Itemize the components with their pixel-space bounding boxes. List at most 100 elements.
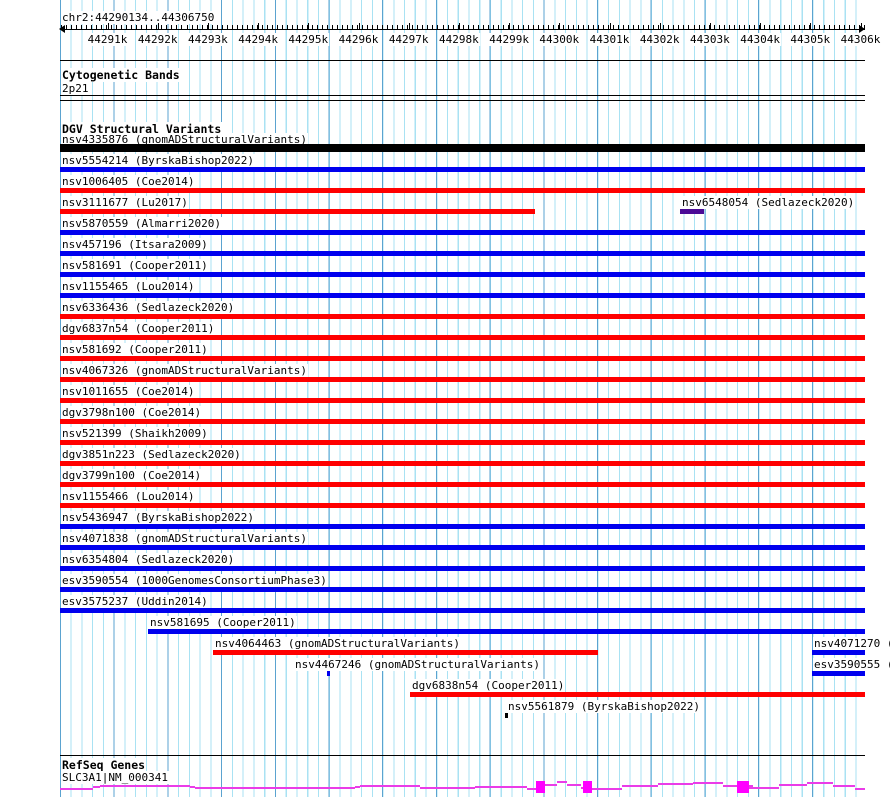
ruler-tick-minor	[779, 25, 780, 30]
ruler-tick-minor	[181, 25, 182, 30]
variant-label: dgv6838n54 (Cooper2011)	[411, 679, 566, 692]
variant-bar[interactable]	[812, 650, 865, 655]
variant-bar[interactable]	[60, 293, 865, 298]
ruler-tick-minor	[488, 25, 489, 30]
variant-label: esv3590555 (1000GenomesConsortiumPhase3)	[813, 658, 890, 671]
locus-label: chr2:44290134..44306750	[61, 11, 216, 24]
variant-label: nsv1155465 (Lou2014)	[61, 280, 196, 293]
variant-label: nsv4071838 (gnomADStructuralVariants)	[61, 532, 309, 545]
ruler-tick-minor	[222, 25, 223, 30]
ruler-tick-minor	[372, 25, 373, 30]
ruler-tick-minor	[151, 25, 152, 30]
gene-intron-line	[779, 784, 807, 786]
variant-bar[interactable]	[60, 167, 865, 172]
ruler-tick-label: 44300k	[538, 33, 581, 46]
ruler-tick-minor	[543, 25, 544, 30]
variant-bar[interactable]	[60, 440, 865, 445]
gene-intron-line	[100, 785, 190, 787]
variant-label: nsv4067326 (gnomADStructuralVariants)	[61, 364, 309, 377]
variant-bar[interactable]	[60, 251, 865, 256]
variant-bar[interactable]	[410, 692, 865, 697]
ruler-tick-minor	[362, 25, 363, 30]
variant-bar[interactable]	[60, 503, 865, 508]
variant-bar[interactable]	[60, 209, 535, 214]
variant-bar[interactable]	[60, 587, 865, 592]
ruler-tick-minor	[849, 25, 850, 30]
track-title-refseq: RefSeq Genes	[61, 758, 147, 772]
variant-bar[interactable]	[505, 713, 508, 718]
ruler-tick-minor	[688, 25, 689, 30]
variant-label: esv3590554 (1000GenomesConsortiumPhase3)	[61, 574, 328, 587]
ruler-tick-minor	[262, 25, 263, 30]
gene-intron-line	[545, 784, 557, 786]
gene-exon[interactable]	[737, 781, 749, 793]
ruler-tick-minor	[699, 25, 700, 30]
variant-bar[interactable]	[680, 209, 704, 214]
ruler-tick-minor	[613, 25, 614, 30]
variant-bar[interactable]	[60, 545, 865, 550]
variant-bar[interactable]	[213, 650, 598, 655]
ruler-tick-minor	[523, 25, 524, 30]
ruler-tick-minor	[734, 25, 735, 30]
ruler-tick-label: 44295k	[287, 33, 330, 46]
ruler-tick-label: 44298k	[438, 33, 480, 46]
ruler-tick-minor	[252, 25, 253, 30]
ruler-tick-minor	[387, 25, 388, 30]
ruler-tick-minor	[814, 25, 815, 30]
variant-bar[interactable]	[60, 524, 865, 529]
variant-bar[interactable]	[60, 566, 865, 571]
variant-bar[interactable]	[60, 335, 865, 340]
ruler-tick-minor	[568, 25, 569, 30]
ruler-tick-minor	[397, 25, 398, 30]
gene-intron-line	[475, 786, 527, 788]
ruler-tick-minor	[161, 25, 162, 30]
variant-bar[interactable]	[60, 356, 865, 361]
ruler-tick-minor	[704, 25, 705, 30]
ruler-tick-minor	[61, 25, 62, 30]
ruler-tick-label: 44302k	[638, 33, 681, 46]
variant-label: dgv3799n100 (Coe2014)	[61, 469, 203, 482]
ruler-tick-minor	[207, 25, 208, 30]
variant-label: nsv1011655 (Coe2014)	[61, 385, 196, 398]
variant-label: nsv4064463 (gnomADStructuralVariants)	[214, 637, 462, 650]
variant-bar[interactable]	[60, 230, 865, 235]
variant-bar[interactable]	[148, 629, 865, 634]
ruler-tick-minor	[86, 25, 87, 30]
ruler-tick-minor	[357, 25, 358, 30]
ruler-tick-minor	[437, 25, 438, 30]
gene-intron-line	[855, 788, 865, 790]
ruler-tick-minor	[448, 25, 449, 30]
ruler-tick-minor	[176, 25, 177, 30]
variant-bar[interactable]	[60, 272, 865, 277]
variant-bar[interactable]	[60, 461, 865, 466]
ruler-tick-major	[709, 23, 711, 30]
ruler-tick-minor	[764, 25, 765, 30]
variant-bar[interactable]	[60, 144, 865, 152]
variant-bar[interactable]	[60, 314, 865, 319]
variant-bar[interactable]	[812, 671, 865, 676]
ruler-tick-label: 44305k	[789, 33, 832, 46]
ruler-tick-minor	[242, 25, 243, 30]
variant-bar[interactable]	[327, 671, 330, 676]
gene-exon[interactable]	[536, 781, 545, 793]
ruler-tick-label: 44301k	[588, 33, 631, 46]
section-divider	[60, 100, 865, 101]
variant-bar[interactable]	[60, 482, 865, 487]
ruler-tick-minor	[76, 25, 77, 30]
ruler-tick-minor	[302, 25, 303, 30]
gene-exon[interactable]	[583, 781, 592, 793]
ruler-tick-minor	[212, 25, 213, 30]
variant-label: nsv581692 (Cooper2011)	[61, 343, 209, 356]
ruler-tick-label: 44297k	[387, 33, 430, 46]
ruler-tick-minor	[653, 25, 654, 30]
variant-bar[interactable]	[60, 398, 865, 403]
ruler-tick-minor	[192, 25, 193, 30]
ruler-tick-minor	[417, 25, 418, 30]
variant-bar[interactable]	[60, 188, 865, 193]
variant-bar[interactable]	[60, 377, 865, 382]
ruler-tick-minor	[392, 25, 393, 30]
ruler-tick-minor	[402, 25, 403, 30]
variant-bar[interactable]	[60, 419, 865, 424]
variant-bar[interactable]	[60, 608, 865, 613]
ruler-tick-minor	[202, 25, 203, 30]
